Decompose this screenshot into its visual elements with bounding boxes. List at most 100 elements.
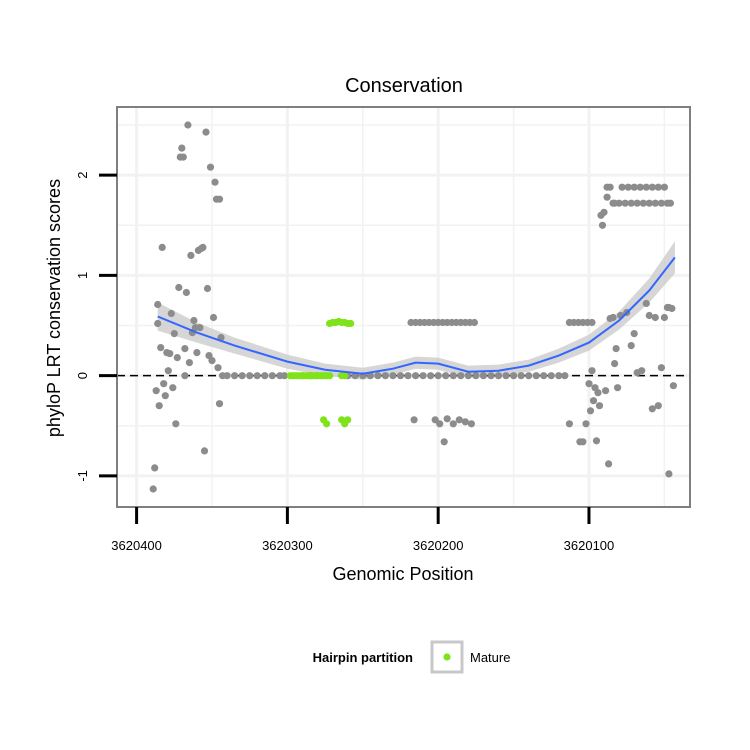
data-point — [185, 359, 193, 367]
data-point — [151, 464, 159, 472]
data-point — [479, 372, 487, 380]
data-point — [166, 350, 174, 358]
x-tick-label: 3620400 — [111, 538, 162, 553]
data-point — [645, 311, 653, 320]
data-point — [602, 387, 610, 395]
data-point — [154, 319, 162, 328]
data-point — [595, 402, 604, 410]
data-point — [592, 437, 601, 445]
mature-point — [341, 372, 349, 380]
panel-border — [116, 106, 691, 508]
data-point — [638, 367, 646, 375]
data-point — [366, 372, 374, 380]
data-point — [190, 316, 198, 325]
legend-label-mature: Mature — [470, 650, 510, 665]
data-point — [231, 372, 239, 380]
data-point — [642, 299, 650, 308]
data-point — [215, 195, 224, 203]
data-point — [209, 313, 218, 322]
data-point — [660, 183, 669, 191]
data-point — [436, 420, 444, 428]
data-point — [396, 372, 405, 380]
data-point — [579, 438, 587, 446]
data-point — [600, 208, 608, 216]
data-point — [154, 300, 162, 309]
data-point — [627, 342, 635, 350]
data-point — [636, 183, 644, 191]
data-point — [169, 384, 177, 392]
data-point — [648, 405, 656, 413]
data-point — [654, 183, 662, 191]
data-point — [404, 372, 412, 380]
data-point — [208, 357, 216, 365]
data-point — [167, 309, 175, 318]
data-point — [657, 364, 666, 372]
data-point — [648, 183, 656, 191]
data-point — [261, 372, 269, 380]
y-tick-label: -1 — [75, 470, 90, 482]
data-point — [633, 199, 641, 207]
data-point — [594, 389, 602, 397]
data-point — [214, 364, 222, 372]
data-point — [158, 243, 166, 251]
data-point — [149, 485, 157, 493]
mature-point — [326, 372, 334, 380]
points-layer — [149, 121, 678, 493]
data-point — [155, 402, 163, 410]
data-point — [598, 221, 607, 229]
legend-key-mature-point — [443, 653, 451, 661]
data-point — [196, 324, 204, 332]
data-point — [410, 416, 418, 424]
data-point — [223, 372, 231, 380]
data-point — [170, 330, 178, 338]
data-point — [555, 372, 563, 380]
data-point — [412, 372, 420, 380]
data-point — [157, 344, 165, 352]
data-point — [585, 380, 593, 388]
data-point — [532, 372, 540, 380]
legend-title: Hairpin partition — [313, 650, 413, 665]
data-point — [203, 284, 212, 293]
data-point — [654, 402, 662, 410]
loess-smooth-line — [157, 256, 676, 375]
data-point — [246, 372, 254, 380]
x-tick-label: 3620300 — [262, 538, 313, 553]
smooth-line-layer — [157, 256, 676, 375]
data-point — [669, 382, 678, 390]
y-axis: -1 0 1 2 — [75, 172, 117, 482]
data-point — [427, 372, 435, 380]
data-point — [509, 372, 518, 380]
data-point — [470, 318, 478, 327]
data-point — [280, 372, 288, 380]
data-point — [215, 400, 224, 408]
data-point — [606, 183, 614, 191]
data-point — [615, 199, 623, 207]
x-tick-label: 3620100 — [564, 538, 615, 553]
data-point — [206, 163, 215, 171]
data-point — [461, 418, 469, 426]
data-point — [449, 420, 457, 428]
data-point — [666, 199, 675, 207]
data-point — [525, 372, 533, 380]
data-point — [443, 415, 451, 423]
data-point — [455, 416, 463, 424]
data-point — [645, 199, 653, 207]
data-point — [467, 420, 475, 428]
data-point — [612, 345, 620, 353]
data-point — [173, 354, 181, 362]
legend: Hairpin partition Mature — [313, 640, 510, 674]
data-point — [517, 372, 525, 380]
x-axis: 3620400 3620300 3620200 3620100 — [111, 507, 614, 553]
data-point — [588, 318, 596, 327]
data-point — [668, 304, 676, 313]
data-point — [657, 199, 666, 207]
data-point — [651, 199, 659, 207]
mature-point — [347, 319, 355, 328]
data-point — [161, 392, 169, 400]
data-point — [561, 372, 569, 380]
y-tick-label: 1 — [75, 272, 90, 279]
data-point — [624, 183, 632, 191]
data-point — [164, 367, 172, 375]
data-point — [419, 372, 427, 380]
y-axis-title: phyloP LRT conservation scores — [44, 179, 64, 437]
